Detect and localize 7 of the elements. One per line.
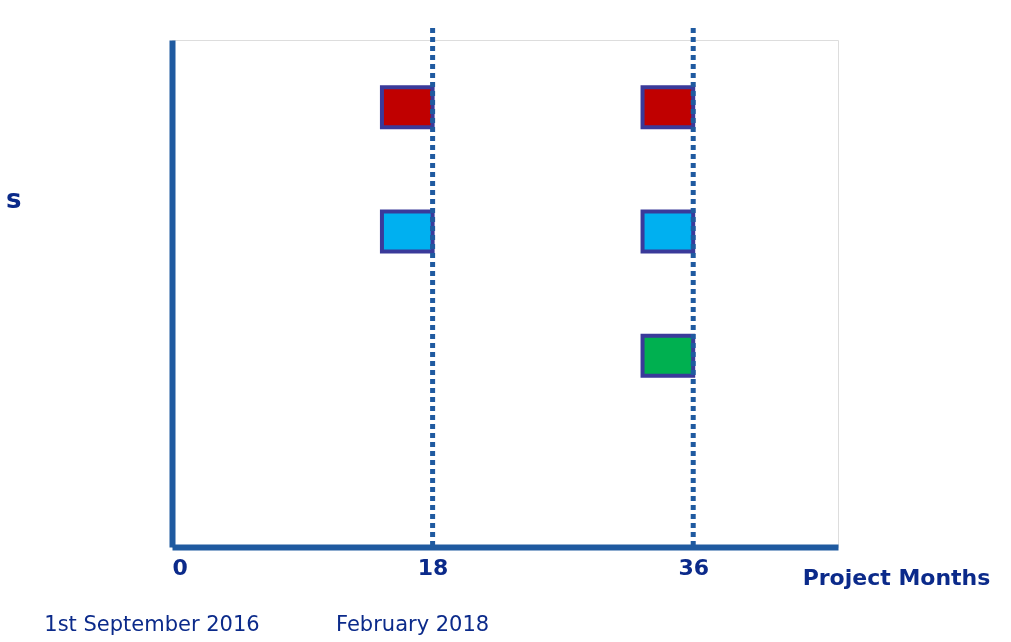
text: 1st September 2016 [44,612,260,636]
x-tick-label: 0 [172,554,188,580]
text: February 2018 [336,612,490,636]
text: s [6,184,22,214]
x-axis-title: Project Months [802,564,991,590]
x-tick-label: 18 [417,554,449,580]
x-tick-label: 36 [678,554,710,580]
